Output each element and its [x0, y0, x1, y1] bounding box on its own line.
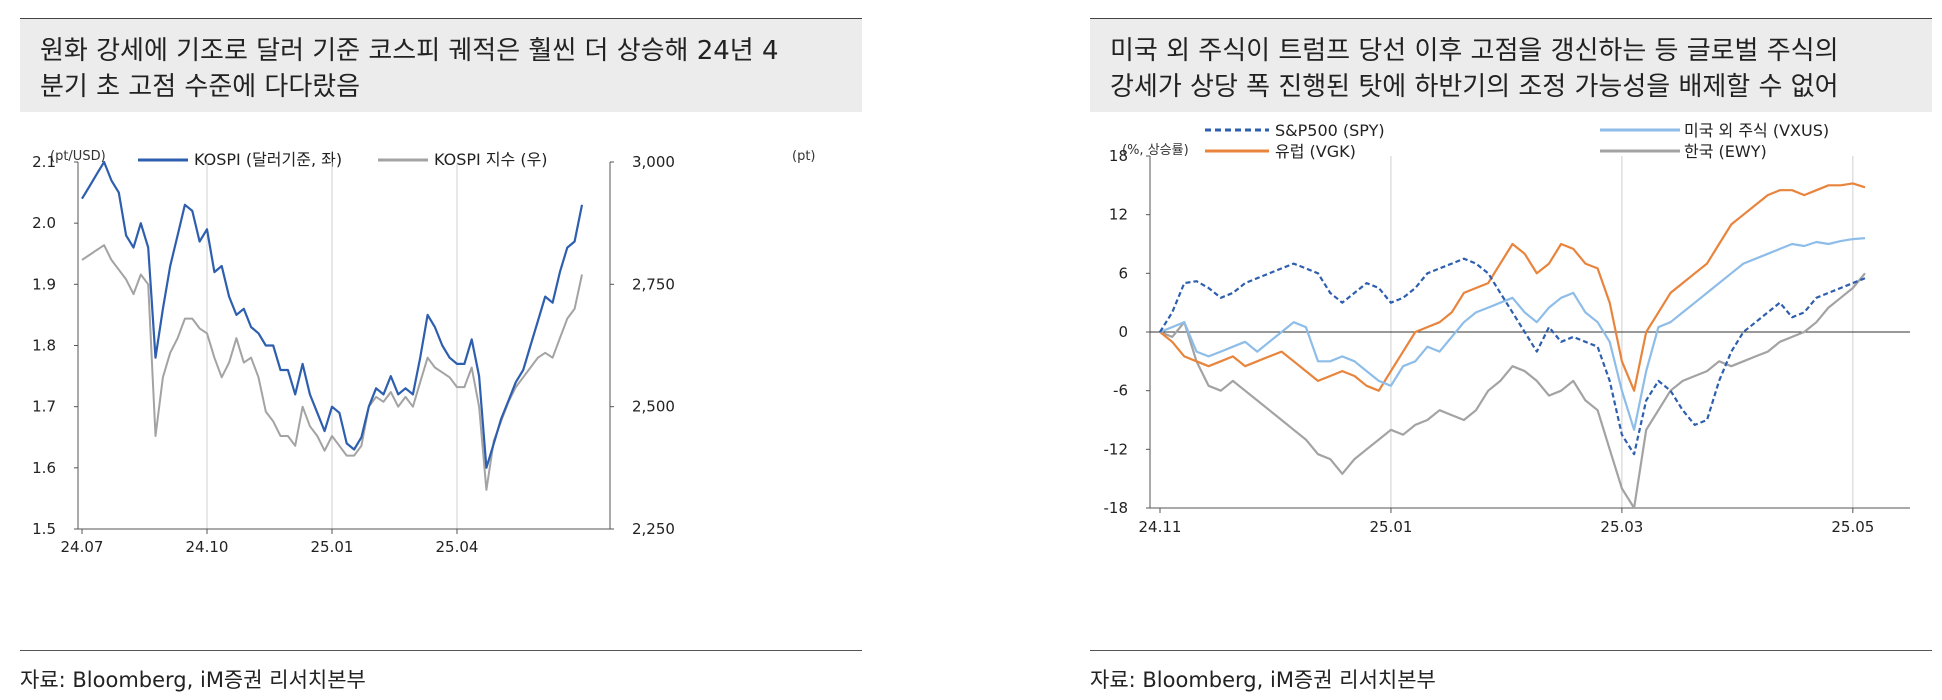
right-axis-unit: (pt)	[792, 149, 816, 164]
x-tick-label: 25.05	[1831, 518, 1874, 536]
left-axis-unit: (pt/USD)	[50, 149, 106, 164]
y-left-tick-label: 1.7	[32, 398, 56, 416]
y-right-tick-label: 3,000	[632, 153, 675, 171]
global-equity-axes: 18 12 6 0 -6 -12 -18 24.11 25.01 25.03 25.05	[1104, 147, 1910, 536]
y-tick-label: -18	[1104, 499, 1129, 517]
right-chart-unit: (%, 상승률)	[1122, 143, 1189, 158]
left-bottom-rule	[20, 650, 862, 651]
y-tick-label: 6	[1118, 264, 1128, 282]
x-tick-label: 25.01	[1369, 518, 1412, 536]
y-tick-label: -6	[1113, 382, 1128, 400]
legend-label-3: 한국 (EWY)	[1684, 142, 1767, 161]
global-equity-lines	[1159, 182, 1866, 510]
series-line-2	[1159, 182, 1866, 392]
right-source-note: 자료: Bloomberg, iM증권 리서치본부	[1090, 668, 1436, 692]
y-right-tick-label: 2,500	[632, 398, 675, 416]
x-tick-label: 25.03	[1600, 518, 1643, 536]
left-source-note: 자료: Bloomberg, iM증권 리서치본부	[20, 668, 366, 692]
legend-label-1: 미국 외 주식 (VXUS)	[1684, 121, 1829, 140]
y-left-tick-label: 1.8	[32, 337, 56, 355]
legend-label-1: KOSPI 지수 (우)	[434, 150, 548, 169]
x-tick-label: 24.07	[61, 538, 104, 556]
left-chart-panel: 원화 강세에 기조로 달러 기준 코스피 궤적은 훨씬 더 상승해 24년 4 …	[20, 18, 862, 692]
y-left-tick-label: 2.0	[32, 214, 56, 232]
global-equity-chart: (%, 상승률) S&P500 (SPY) 미국 외 주식 (VXUS) 유럽 (V…	[1104, 121, 1910, 536]
series-line-1	[1159, 237, 1866, 431]
y-tick-label: 18	[1109, 147, 1128, 165]
y-left-tick-label: 1.9	[32, 275, 56, 293]
right-chart-panel: 미국 외 주식이 트럼프 당선 이후 고점을 갱신하는 등 글로벌 주식의 강세…	[1090, 18, 1932, 692]
kospi-chart: (pt/USD) (pt) KOSPI (달러기준, 좌) KOSPI 지수 (우…	[32, 149, 816, 556]
y-tick-label: 0	[1118, 323, 1128, 341]
right-chart-title-box: 미국 외 주식이 트럼프 당선 이후 고점을 갱신하는 등 글로벌 주식의 강세…	[1090, 18, 1932, 112]
y-tick-label: -12	[1104, 440, 1129, 458]
kospi-grid	[206, 162, 458, 529]
series-line-0	[1159, 257, 1866, 456]
y-left-tick-label: 1.5	[32, 520, 56, 538]
x-tick-label: 25.01	[311, 538, 354, 556]
right-chart-title-line1: 미국 외 주식이 트럼프 당선 이후 고점을 갱신하는 등 글로벌 주식의	[1110, 36, 1839, 66]
y-right-tick-label: 2,250	[632, 520, 675, 538]
left-chart-title-line1: 원화 강세에 기조로 달러 기준 코스피 궤적은 훨씬 더 상승해 24년 4	[40, 36, 779, 66]
y-tick-label: 12	[1109, 206, 1128, 224]
right-bottom-rule	[1090, 650, 1932, 651]
x-tick-label: 24.10	[186, 538, 229, 556]
series-line-3	[1159, 272, 1866, 510]
global-equity-legend: S&P500 (SPY) 미국 외 주식 (VXUS) 유럽 (VGK) 한국 (EW…	[1205, 121, 1829, 161]
left-chart-title-box: 원화 강세에 기조로 달러 기준 코스피 궤적은 훨씬 더 상승해 24년 4 …	[20, 18, 862, 112]
y-left-tick-label: 1.6	[32, 459, 56, 477]
right-chart-title-line2: 강세가 상당 폭 진행된 탓에 하반기의 조정 가능성을 배제할 수 없어	[1110, 72, 1839, 102]
y-left-tick-label: 2.1	[32, 153, 56, 171]
left-chart-title-line2: 분기 초 고점 수준에 다다랐음	[40, 72, 361, 102]
legend-label-2: 유럽 (VGK)	[1275, 142, 1356, 161]
kospi-legend: KOSPI (달러기준, 좌) KOSPI 지수 (우)	[138, 150, 548, 169]
x-tick-label: 24.11	[1139, 518, 1182, 536]
x-tick-label: 25.04	[436, 538, 479, 556]
legend-label-0: KOSPI (달러기준, 좌)	[194, 150, 342, 169]
series-line-0	[81, 160, 584, 469]
kospi-lines	[81, 160, 584, 491]
kospi-axes: 24.07 24.10 25.01 25.04 1.5 1.6 1.7 1.8 1.9 2.0 2.…	[32, 153, 675, 556]
y-right-tick-label: 2,750	[632, 275, 675, 293]
legend-label-0: S&P500 (SPY)	[1275, 121, 1385, 140]
